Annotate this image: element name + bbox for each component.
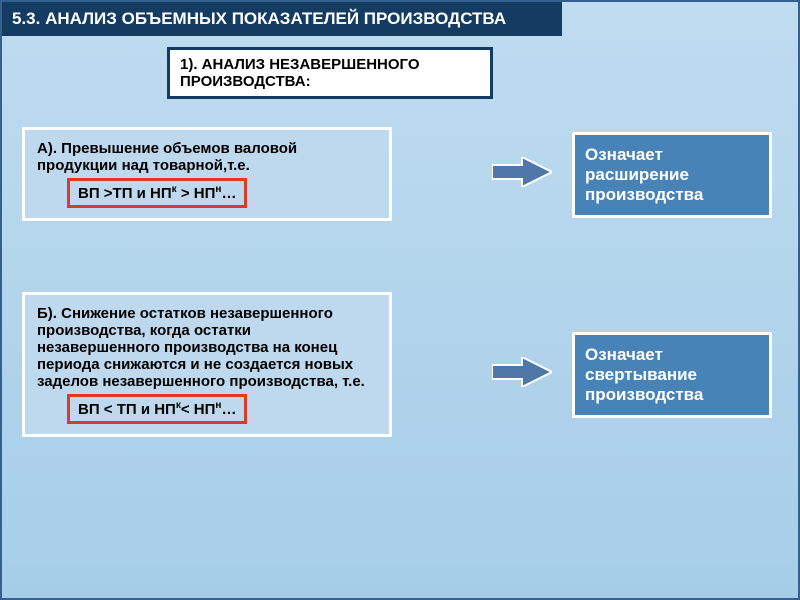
formula-b-frame: ВП < ТП и НПк< НПн… xyxy=(67,394,247,424)
formula-a-wrap: ВП >ТП и НПк > НПн… xyxy=(37,178,377,208)
condition-b-text: Б). Снижение остатков незавершенного про… xyxy=(37,305,377,390)
arrow-icon-a xyxy=(492,157,552,187)
result-box-b: Означает свертывание производства xyxy=(572,332,772,418)
formula-b-wrap: ВП < ТП и НПк< НПн… xyxy=(37,394,377,424)
formula-a: ВП >ТП и НПк > НПн… xyxy=(78,185,236,202)
arrow-icon-b xyxy=(492,357,552,387)
result-a-text: Означает расширение производства xyxy=(585,145,703,204)
condition-box-a: А). Превышение объемов валовой продукции… xyxy=(22,127,392,221)
condition-box-b: Б). Снижение остатков незавершенного про… xyxy=(22,292,392,437)
result-b-text: Означает свертывание производства xyxy=(585,345,703,404)
section-title-text: 5.3. АНАЛИЗ ОБЪЕМНЫХ ПОКАЗАТЕЛЕЙ ПРОИЗВО… xyxy=(12,9,506,28)
slide: 5.3. АНАЛИЗ ОБЪЕМНЫХ ПОКАЗАТЕЛЕЙ ПРОИЗВО… xyxy=(0,0,800,600)
result-box-a: Означает расширение производства xyxy=(572,132,772,218)
subheader-text: 1). АНАЛИЗ НЕЗАВЕРШЕННОГО ПРОИЗВОДСТВА: xyxy=(180,56,420,90)
subheader-box: 1). АНАЛИЗ НЕЗАВЕРШЕННОГО ПРОИЗВОДСТВА: xyxy=(167,47,493,99)
formula-a-frame: ВП >ТП и НПк > НПн… xyxy=(67,178,247,208)
section-title-bar: 5.3. АНАЛИЗ ОБЪЕМНЫХ ПОКАЗАТЕЛЕЙ ПРОИЗВО… xyxy=(2,2,562,36)
condition-a-text: А). Превышение объемов валовой продукции… xyxy=(37,140,377,174)
formula-b: ВП < ТП и НПк< НПн… xyxy=(78,401,236,418)
